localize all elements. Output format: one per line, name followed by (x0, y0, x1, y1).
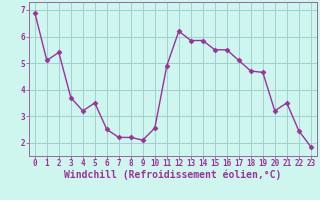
X-axis label: Windchill (Refroidissement éolien,°C): Windchill (Refroidissement éolien,°C) (64, 170, 282, 180)
